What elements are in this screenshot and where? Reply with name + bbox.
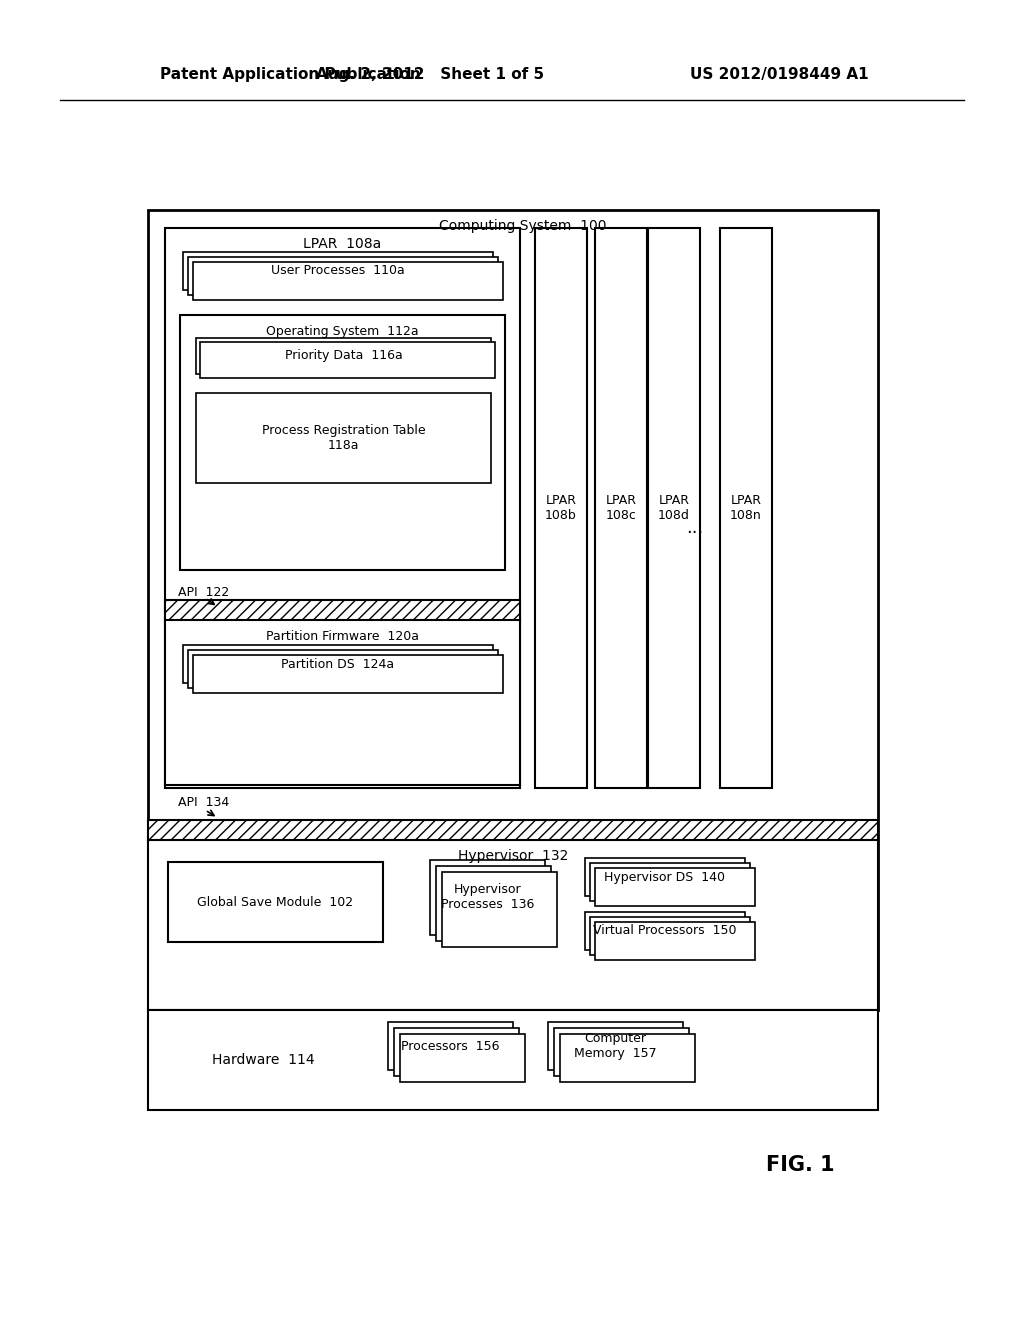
Bar bbox=[430, 861, 545, 935]
Bar bbox=[165, 228, 520, 788]
Text: Hypervisor  132: Hypervisor 132 bbox=[458, 849, 568, 863]
Text: Partition Firmware  120a: Partition Firmware 120a bbox=[266, 630, 419, 643]
Bar bbox=[595, 869, 755, 906]
Bar bbox=[560, 1034, 695, 1082]
Bar bbox=[400, 1034, 525, 1082]
Text: Global Save Module  102: Global Save Module 102 bbox=[198, 895, 353, 908]
Bar bbox=[196, 393, 490, 483]
Bar bbox=[394, 1028, 519, 1076]
Text: ...: ... bbox=[686, 519, 703, 537]
Bar bbox=[148, 840, 878, 1010]
Text: Hypervisor
Processes  136: Hypervisor Processes 136 bbox=[440, 883, 535, 912]
Bar bbox=[720, 228, 772, 788]
Text: Virtual Processors  150: Virtual Processors 150 bbox=[593, 924, 736, 937]
Bar bbox=[148, 210, 878, 1010]
Bar bbox=[436, 866, 551, 941]
Bar bbox=[595, 228, 647, 788]
Bar bbox=[180, 315, 505, 570]
Bar bbox=[535, 228, 587, 788]
Bar bbox=[590, 863, 750, 902]
Bar bbox=[188, 649, 498, 688]
Bar bbox=[183, 645, 493, 682]
Text: Priority Data  116a: Priority Data 116a bbox=[285, 350, 402, 363]
Bar bbox=[595, 921, 755, 960]
Text: Operating System  112a: Operating System 112a bbox=[266, 325, 419, 338]
Text: LPAR  108a: LPAR 108a bbox=[303, 238, 382, 251]
Text: Partition DS  124a: Partition DS 124a bbox=[282, 657, 394, 671]
Text: FIG. 1: FIG. 1 bbox=[766, 1155, 835, 1175]
Bar bbox=[193, 655, 503, 693]
Text: Hardware  114: Hardware 114 bbox=[212, 1053, 314, 1067]
Bar bbox=[585, 858, 745, 896]
Bar bbox=[590, 917, 750, 954]
Bar bbox=[200, 342, 495, 378]
Bar bbox=[168, 862, 383, 942]
Bar bbox=[554, 1028, 689, 1076]
Text: LPAR
108b: LPAR 108b bbox=[545, 494, 577, 521]
Text: Aug. 2, 2012   Sheet 1 of 5: Aug. 2, 2012 Sheet 1 of 5 bbox=[316, 67, 544, 82]
Bar bbox=[548, 1022, 683, 1071]
Text: Computer
Memory  157: Computer Memory 157 bbox=[574, 1032, 656, 1060]
Text: LPAR
108n: LPAR 108n bbox=[730, 494, 762, 521]
Text: Computing System  100: Computing System 100 bbox=[439, 219, 607, 234]
Bar bbox=[193, 261, 503, 300]
Text: User Processes  110a: User Processes 110a bbox=[271, 264, 404, 277]
Bar bbox=[648, 228, 700, 788]
Text: API  122: API 122 bbox=[178, 586, 229, 598]
Bar bbox=[585, 912, 745, 950]
Text: Process Registration Table
118a: Process Registration Table 118a bbox=[262, 424, 425, 451]
Text: LPAR
108c: LPAR 108c bbox=[605, 494, 637, 521]
Bar bbox=[188, 257, 498, 294]
Bar bbox=[183, 252, 493, 290]
Bar bbox=[442, 873, 557, 946]
Text: Processors  156: Processors 156 bbox=[401, 1040, 500, 1052]
Text: Hypervisor DS  140: Hypervisor DS 140 bbox=[604, 870, 725, 883]
Bar bbox=[196, 338, 490, 374]
Text: LPAR
108d: LPAR 108d bbox=[658, 494, 690, 521]
Bar bbox=[165, 620, 520, 785]
Text: Patent Application Publication: Patent Application Publication bbox=[160, 67, 421, 82]
Bar bbox=[148, 1010, 878, 1110]
Bar bbox=[148, 820, 878, 842]
Bar bbox=[388, 1022, 513, 1071]
Text: API  134: API 134 bbox=[178, 796, 229, 809]
Text: US 2012/0198449 A1: US 2012/0198449 A1 bbox=[690, 67, 868, 82]
Bar bbox=[165, 601, 520, 622]
